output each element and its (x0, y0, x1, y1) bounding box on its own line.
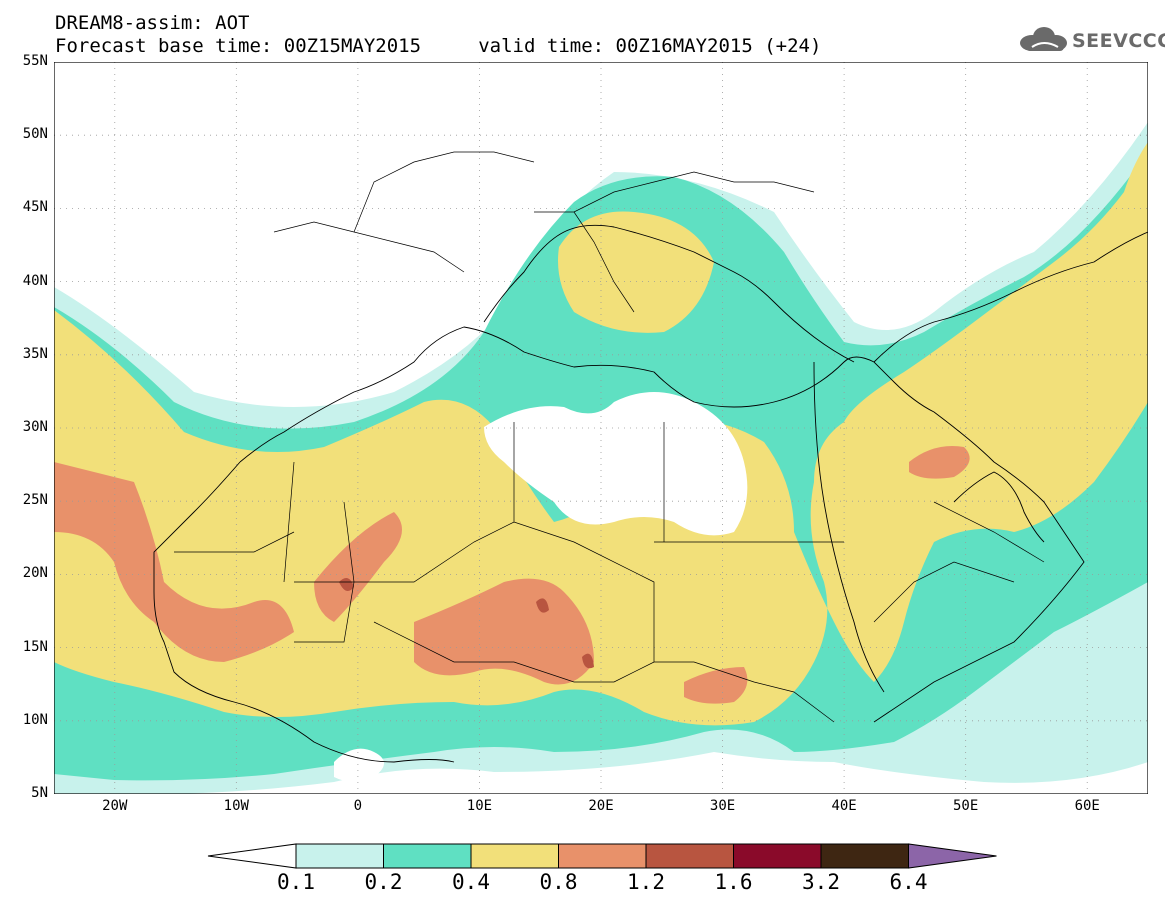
lon-tick-label: 30E (709, 798, 736, 814)
colorbar-tick-label: 0.4 (452, 870, 490, 894)
aot-band-0.8-west (54, 462, 294, 662)
lon-tick-label: 60E (1074, 798, 1100, 814)
colorbar-tick-label: 0.1 (277, 870, 315, 894)
colorbar-tick-label: 3.2 (802, 870, 840, 894)
lon-tick-label: 10W (223, 798, 249, 814)
gridlines (54, 62, 1148, 794)
colorbar-tick-label: 0.2 (364, 870, 403, 894)
logo-text: SEEVCCC (1072, 30, 1165, 52)
colorbar-segment (383, 843, 472, 869)
lon-tick-label: 0 (353, 798, 363, 814)
lat-tick-label: 5N (31, 785, 48, 801)
aot-band-0.8-balkans (558, 211, 714, 333)
chart-title: DREAM8-assim: AOT (55, 12, 250, 34)
coastlines (153, 224, 1148, 763)
colorbar-under-arrow (207, 843, 297, 869)
lat-tick-label: 55N (22, 53, 48, 69)
colorbar-tick-label: 1.6 (714, 870, 753, 894)
colorbar-tick-label: 0.8 (539, 870, 578, 894)
cloud-icon (1020, 27, 1067, 51)
lat-tick-label: 50N (22, 126, 48, 143)
lon-tick-label: 40E (831, 798, 857, 814)
colorbar-over-arrow (908, 843, 997, 869)
clear-areas (54, 62, 1148, 782)
colorbar-segment (295, 843, 384, 869)
lat-tick-label: 10N (22, 711, 48, 728)
map-panel (54, 62, 1148, 794)
colorbar-segment (470, 843, 559, 869)
colorbar-segment (733, 843, 822, 869)
borders (174, 151, 1045, 723)
lat-tick-label: 15N (22, 638, 48, 655)
colorbar-tick-label: 6.4 (889, 870, 928, 894)
colorbar-segment (558, 843, 647, 869)
lat-tick-label: 30N (22, 419, 48, 435)
lon-tick-label: 50E (953, 798, 979, 814)
colorbar-segment (820, 843, 909, 869)
lat-tick-label: 20N (22, 565, 48, 582)
lat-tick-label: 25N (22, 492, 48, 509)
aot-map (54, 62, 1148, 794)
colorbar-segment (645, 843, 734, 869)
forecast-time-line: Forecast base time: 00Z15MAY2015 valid t… (55, 35, 822, 57)
lat-tick-label: 45N (22, 199, 48, 216)
lon-tick-label: 10E (466, 798, 493, 814)
aot-band-0.8-arabia (909, 446, 970, 479)
aot-band-0.8-sudan (684, 667, 748, 704)
aot-band-0.8-sahel (314, 512, 594, 685)
colorbar-tick-label: 1.2 (627, 870, 665, 894)
lon-tick-label: 20E (588, 798, 614, 814)
lat-tick-label: 35N (22, 345, 48, 362)
lat-tick-label: 40N (22, 272, 48, 289)
lon-tick-label: 20W (102, 798, 128, 814)
